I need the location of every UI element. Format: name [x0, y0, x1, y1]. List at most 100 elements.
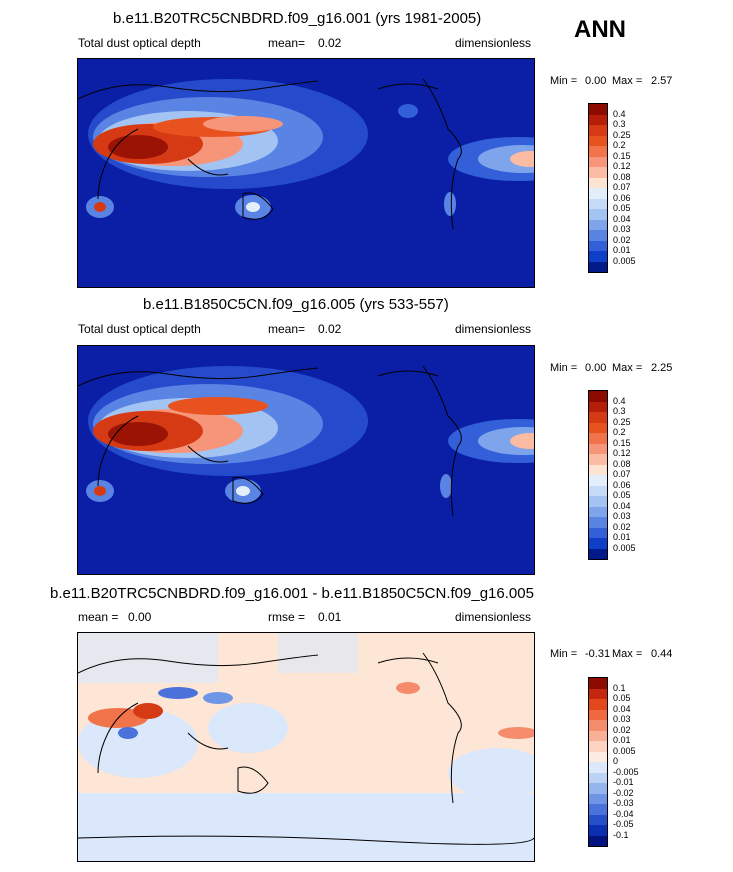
colorbar-swatch [589, 464, 607, 475]
colorbar-tick-label: 0.2 [613, 427, 626, 437]
colorbar-tick-label: 0.25 [613, 416, 631, 427]
colorbar-tick-label: 0 [613, 756, 619, 766]
panel2-units: dimensionless [455, 322, 532, 336]
panel2-variable: Total dust optical depth [78, 322, 201, 336]
colorbar-tick-label: 0.03 [613, 511, 631, 521]
colorbar-swatch [589, 230, 607, 241]
colorbar-swatch [589, 219, 607, 230]
colorbar-swatch [589, 772, 607, 783]
panel2-min-value: 0.00 [585, 362, 607, 374]
colorbar-swatch [589, 783, 607, 794]
panel3-colorbar [588, 677, 608, 847]
colorbar-swatch [589, 678, 607, 689]
colorbar-tick-label: -0.1 [613, 829, 629, 840]
colorbar-swatch [589, 804, 607, 815]
panel2-map-svg [78, 365, 534, 517]
colorbar-swatch [589, 156, 607, 167]
colorbar-swatch [589, 177, 607, 188]
colorbar-swatch [589, 443, 607, 454]
panel3-min-value: -0.31 [585, 648, 611, 660]
panel2-title: b.e11.B1850C5CN.f09_g16.005 (yrs 533-557… [143, 296, 449, 313]
colorbar-swatch [589, 825, 607, 836]
colorbar-tick-label: 0.03 [613, 224, 631, 234]
panel1-map [77, 58, 535, 288]
panel3-map [77, 632, 535, 862]
colorbar-tick-label: 0.01 [613, 245, 631, 255]
colorbar-swatch [589, 433, 607, 444]
colorbar-tick-label: 0.08 [613, 171, 631, 182]
panel1-min-label: Min = [550, 75, 578, 87]
colorbar-tick-label: 0.12 [613, 161, 631, 171]
colorbar-swatch [589, 412, 607, 423]
colorbar-tick-label: 0.02 [613, 724, 631, 735]
colorbar-tick-label: 0.05 [613, 203, 631, 213]
colorbar-tick-label: 0.3 [613, 119, 626, 129]
panel2-max-value: 2.25 [651, 362, 673, 374]
colorbar-swatch [589, 485, 607, 496]
panel3-max-value: 0.44 [651, 648, 673, 660]
colorbar-swatch [589, 146, 607, 157]
colorbar-tick-label: 0.01 [613, 735, 631, 745]
colorbar-tick-label: -0.04 [613, 808, 634, 819]
colorbar-swatch [589, 125, 607, 136]
panel2-map [77, 345, 535, 575]
panel1-mean-value: 0.02 [318, 36, 342, 50]
colorbar-swatch [589, 548, 607, 559]
panel3-units: dimensionless [455, 610, 532, 624]
colorbar-tick-label: 0.01 [613, 532, 631, 542]
colorbar-swatch [589, 720, 607, 731]
colorbar-swatch [589, 762, 607, 773]
colorbar-swatch [589, 730, 607, 741]
colorbar-swatch [589, 751, 607, 762]
colorbar-swatch [589, 793, 607, 804]
colorbar-tick-label: 0.2 [613, 140, 626, 150]
panel3-title: b.e11.B20TRC5CNBDRD.f09_g16.001 - b.e11.… [50, 585, 534, 602]
panel1-map-svg [78, 78, 534, 230]
colorbar-swatch [589, 496, 607, 507]
panel1-colorbar [588, 103, 608, 273]
panel2-min-label: Min = [550, 362, 578, 374]
panel3-rmse-label: rmse = [268, 610, 306, 624]
panel3-mean-value: 0.00 [128, 610, 152, 624]
colorbar-swatch [589, 475, 607, 486]
colorbar-tick-label: 0.06 [613, 479, 631, 490]
colorbar-tick-label: 0.03 [613, 714, 631, 724]
colorbar-swatch [589, 506, 607, 517]
panel1-mean-label: mean= [268, 36, 306, 50]
colorbar-swatch [589, 104, 607, 115]
colorbar-swatch [589, 251, 607, 262]
colorbar-swatch [589, 709, 607, 720]
panel3-max-label: Max = [612, 648, 643, 660]
colorbar-swatch [589, 454, 607, 465]
colorbar-tick-label: 0.005 [613, 255, 636, 266]
colorbar-swatch [589, 209, 607, 220]
colorbar-swatch [589, 835, 607, 846]
colorbar-tick-label: 0.04 [613, 213, 631, 224]
colorbar-tick-label: -0.03 [613, 798, 634, 808]
panel1-min-value: 0.00 [585, 75, 607, 87]
colorbar-tick-label: -0.01 [613, 777, 634, 787]
colorbar-swatch [589, 188, 607, 199]
colorbar-swatch [589, 240, 607, 251]
colorbar-swatch [589, 741, 607, 752]
panel1-title: b.e11.B20TRC5CNBDRD.f09_g16.001 (yrs 198… [113, 10, 482, 27]
colorbar-swatch [589, 699, 607, 710]
colorbar-tick-label: 0.005 [613, 745, 636, 756]
season-label: ANN [574, 16, 626, 43]
colorbar-swatch [589, 422, 607, 433]
colorbar-swatch [589, 198, 607, 209]
colorbar-tick-label: 0.06 [613, 192, 631, 203]
panel3-min-label: Min = [550, 648, 578, 660]
colorbar-tick-label: -0.005 [613, 766, 639, 777]
colorbar-tick-label: 0.15 [613, 437, 631, 448]
colorbar-swatch [589, 538, 607, 549]
colorbar-tick-label: 0.1 [613, 682, 626, 693]
colorbar-swatch [589, 814, 607, 825]
colorbar-tick-label: 0.04 [613, 703, 631, 714]
colorbar-tick-label: 0.4 [613, 108, 626, 119]
panel1-max-label: Max = [612, 75, 643, 87]
colorbar-tick-label: 0.05 [613, 490, 631, 500]
colorbar-tick-label: 0.005 [613, 542, 636, 553]
colorbar-tick-label: 0.08 [613, 458, 631, 469]
colorbar-swatch [589, 135, 607, 146]
